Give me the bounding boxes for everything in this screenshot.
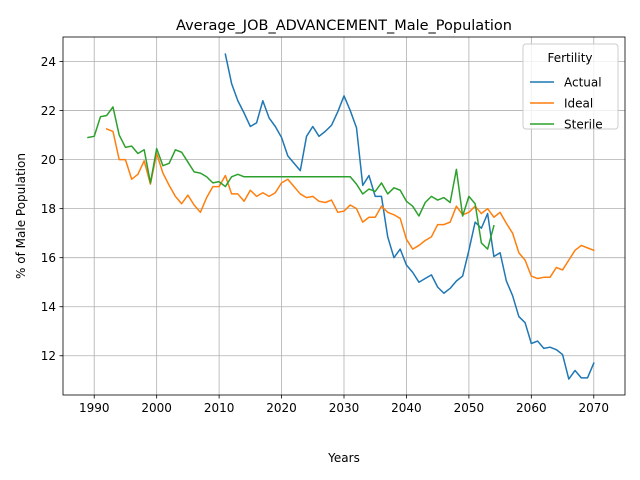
y-tick-label: 20 [41,153,56,167]
y-tick-label: 22 [41,104,56,118]
series-lines [87,53,595,380]
y-axis-label: % of Male Population [14,153,28,279]
chart-title: Average_JOB_ADVANCEMENT_Male_Population [176,18,512,34]
legend-box [522,43,619,130]
x-axis-label: Years [327,451,360,465]
legend-label-sterile: Sterile [564,117,603,131]
x-tick-label: 1990 [79,401,110,415]
y-tick-label: 24 [41,55,56,69]
x-tick-label: 2070 [579,401,610,415]
x-tick-label: 2040 [391,401,422,415]
series-line-sterile [87,106,495,250]
series-line-ideal [105,127,595,280]
y-tick-label: 12 [41,349,56,363]
legend-label-ideal: Ideal [564,96,593,110]
legend: Fertility Actual Ideal Sterile [522,43,619,131]
axis-ticks: 1990 2000 2010 2020 2030 2040 2050 2060 2070 12 14… [41,55,609,415]
y-tick-label: 18 [41,202,56,216]
x-tick-label: 2010 [204,401,235,415]
y-tick-label: 16 [41,251,56,265]
y-tick-label: 14 [41,300,56,314]
x-tick-label: 2030 [329,401,360,415]
x-tick-label: 2000 [141,401,172,415]
legend-title: Fertility [547,51,592,65]
legend-label-actual: Actual [564,75,602,89]
x-tick-label: 2060 [516,401,547,415]
series-line-actual [224,53,595,380]
x-tick-label: 2050 [454,401,485,415]
x-tick-label: 2020 [266,401,297,415]
